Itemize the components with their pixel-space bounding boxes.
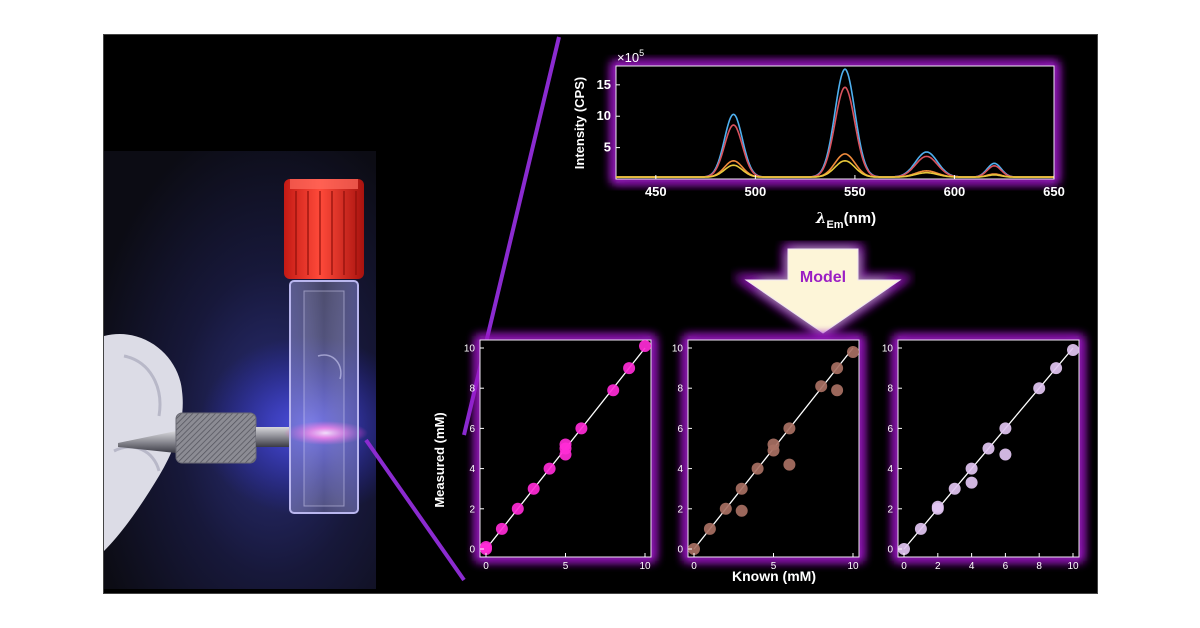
scatter-ytick-label: 8 xyxy=(887,384,893,395)
scatter-point xyxy=(719,502,732,515)
scatter-point xyxy=(831,362,844,375)
scatter-point xyxy=(815,380,828,393)
scatter-xtick-label: 10 xyxy=(1067,561,1079,572)
spectrum-xtick-label: 500 xyxy=(745,184,767,199)
spectrum-xtick-label: 550 xyxy=(844,184,866,199)
scatter-point xyxy=(527,482,540,495)
scatter-point xyxy=(639,339,651,352)
scatter-xtick-label: 2 xyxy=(935,561,941,572)
spectrum-xtick-label: 450 xyxy=(645,184,667,199)
scatter-point xyxy=(1033,382,1046,395)
scatter-xtick-label: 10 xyxy=(639,561,651,572)
scatter-point xyxy=(495,522,508,535)
scatter-xtick-label: 5 xyxy=(563,561,569,572)
scatter-point xyxy=(607,384,620,397)
scatter-point xyxy=(783,458,796,471)
scatter-point xyxy=(543,462,556,475)
model-arrow: Model xyxy=(733,245,913,338)
spectrum-ytick-label: 5 xyxy=(604,140,611,155)
scatter-ytick-label: 8 xyxy=(677,384,683,395)
scatter-ytick-label: 10 xyxy=(464,344,476,355)
scatter-ytick-label: 0 xyxy=(677,545,683,556)
spectrum-xtick-label: 600 xyxy=(944,184,966,199)
scatter-point xyxy=(931,500,944,513)
scatter-ytick-label: 6 xyxy=(677,424,683,435)
scatter-point xyxy=(999,448,1012,461)
scatter-ytick-label: 0 xyxy=(469,545,475,556)
scatter-xlabel: Known (mM) xyxy=(732,568,816,584)
spectrum-ytick-label: 10 xyxy=(597,108,611,123)
scatter-ylabel: Measured (mM) xyxy=(432,412,447,507)
spectrum-series xyxy=(616,68,1054,178)
scatter-point xyxy=(767,438,780,451)
scatter-ytick-label: 10 xyxy=(672,344,684,355)
scatter-point xyxy=(999,422,1012,435)
scatter-ytick-label: 2 xyxy=(677,504,683,515)
scatter-xtick-label: 0 xyxy=(901,561,907,572)
scatter-point xyxy=(559,438,572,451)
scatter-ytick-label: 6 xyxy=(469,424,475,435)
scatter-xtick-label: 0 xyxy=(483,561,489,572)
spectrum-ticks: 450 500 550 600 650 5 10 15 xyxy=(597,77,1065,199)
spectrum-chart: 450 500 550 600 650 5 10 15 ×105 Intensity (CPS… xyxy=(572,48,1065,231)
scatter-point xyxy=(982,442,995,455)
scatter-point xyxy=(965,476,978,489)
scatter-point xyxy=(703,522,716,535)
scatter-point xyxy=(965,462,978,475)
scatter-ytick-label: 6 xyxy=(887,424,893,435)
scatter-ytick-label: 4 xyxy=(887,464,893,475)
scatter-point xyxy=(751,462,764,475)
model-arrow-label: Model xyxy=(800,269,846,286)
scatter-plot-3: 0 2 4 6 8 10 0 2 4 6 8 10 xyxy=(882,336,1083,572)
scatter-plot-1: 0 5 10 0 2 4 6 8 10 xyxy=(464,336,655,572)
spectrum-series-3 xyxy=(616,159,1054,178)
scatter-point xyxy=(914,522,927,535)
scatter-plot-2: 0 5 10 0 2 4 6 8 10 xyxy=(672,336,863,572)
scatter-point xyxy=(1050,362,1063,375)
scatter-point xyxy=(783,422,796,435)
scatter-xtick-label: 6 xyxy=(1003,561,1009,572)
figure-panel: 450 500 550 600 650 5 10 15 ×105 Intensity (CPS… xyxy=(103,34,1098,594)
scatter-ytick-label: 8 xyxy=(469,384,475,395)
scatter-ytick-label: 10 xyxy=(882,344,894,355)
scatter-xtick-label: 8 xyxy=(1036,561,1042,572)
scatter-ytick-label: 2 xyxy=(887,504,893,515)
scatter-point xyxy=(623,362,636,375)
cuvette-photo xyxy=(104,151,376,589)
spectrum-xtick-label: 650 xyxy=(1043,184,1065,199)
scatter-point xyxy=(898,543,910,555)
scatter-point xyxy=(511,502,524,515)
spectrum-ytick-label: 15 xyxy=(597,77,611,92)
scatter-point xyxy=(948,482,961,495)
zoom-line-bottom xyxy=(364,438,466,582)
scatter-point xyxy=(575,422,588,435)
scatter-point xyxy=(1067,344,1079,357)
scatter-point xyxy=(480,540,492,553)
scatter-ytick-label: 2 xyxy=(469,504,475,515)
scatter-point xyxy=(847,346,859,359)
scatter-xtick-label: 5 xyxy=(771,561,777,572)
spectrum-xlabel: λEm(nm) xyxy=(815,209,876,231)
scatter-point xyxy=(735,504,748,517)
scatter-point xyxy=(831,384,844,397)
spectrum-multiplier: ×105 xyxy=(617,48,644,65)
scatter-ytick-label: 0 xyxy=(887,545,893,556)
scatter-xtick-label: 10 xyxy=(847,561,859,572)
scatter-point xyxy=(688,543,700,555)
scatter-ytick-label: 4 xyxy=(469,464,475,475)
scatter-ytick-label: 4 xyxy=(677,464,683,475)
spectrum-ylabel: Intensity (CPS) xyxy=(572,77,587,169)
scatter-point xyxy=(735,482,748,495)
scatter-xtick-label: 0 xyxy=(691,561,697,572)
scatter-plots: 0 5 10 0 2 4 6 8 10 0 5 10 0 2 4 6 8 10 0 2 4 6 8 10 0 2 4 6 8 10 xyxy=(464,336,1083,572)
scatter-xtick-label: 4 xyxy=(969,561,975,572)
